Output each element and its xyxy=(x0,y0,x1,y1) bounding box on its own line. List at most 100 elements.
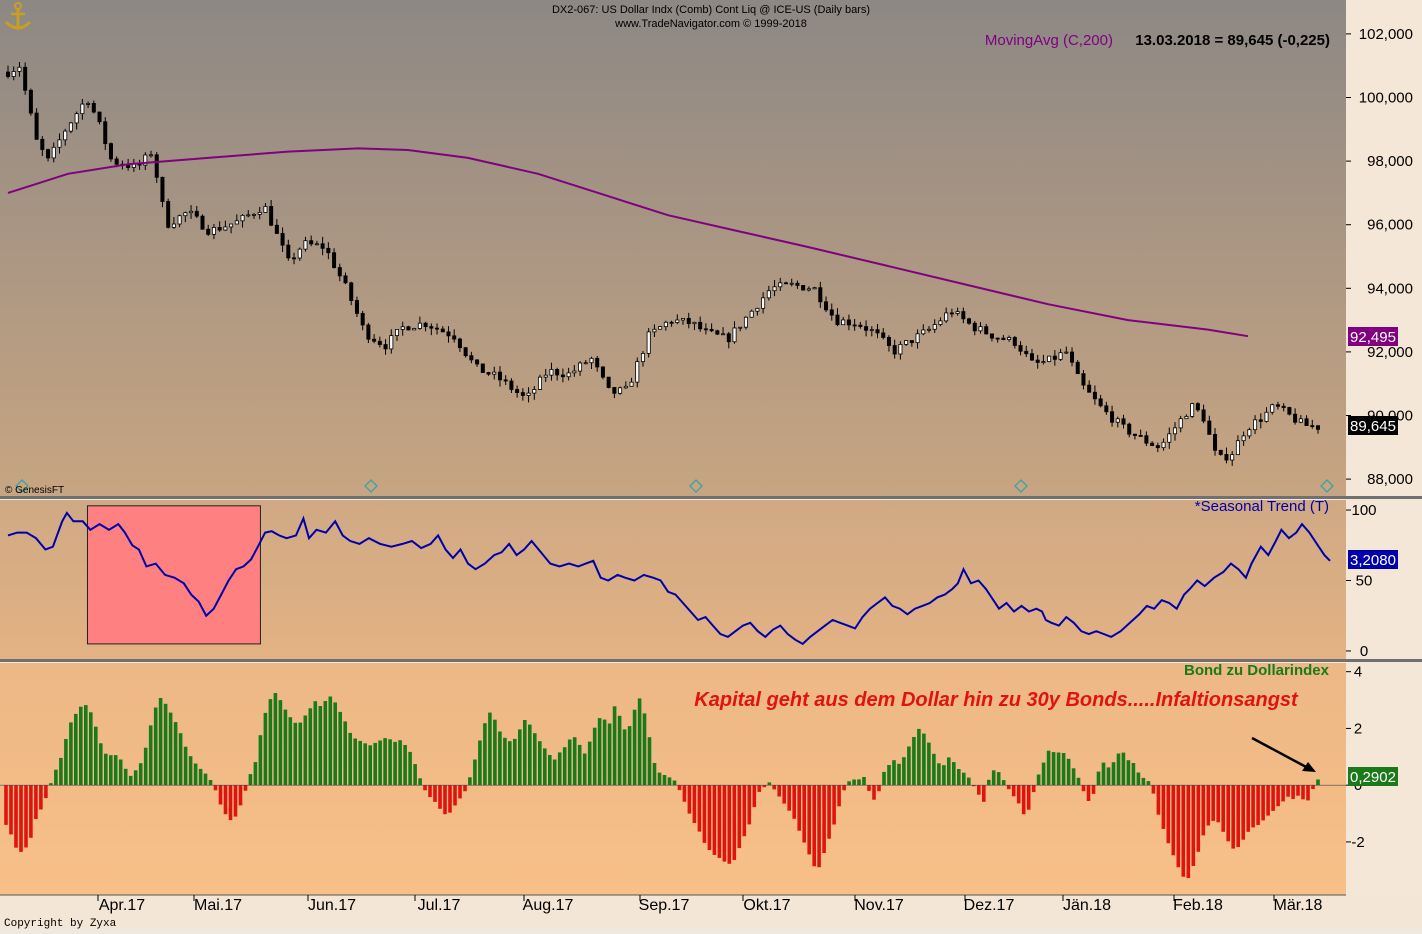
price-bar-body xyxy=(1024,350,1029,355)
price-bar-body xyxy=(806,288,811,291)
bond-bar xyxy=(552,759,557,786)
bond-bar xyxy=(303,715,308,786)
bond-bar xyxy=(1076,777,1081,786)
price-bar-body xyxy=(1064,351,1069,354)
price-bar-body xyxy=(63,130,68,141)
price-bar-body xyxy=(377,340,382,345)
bond-bar xyxy=(832,785,836,825)
bond-bar xyxy=(917,728,921,786)
price-bar-body xyxy=(1150,442,1155,446)
price-bar-body xyxy=(1041,361,1046,364)
price-bar-body xyxy=(1213,434,1218,451)
bond-bar xyxy=(742,785,747,837)
bond-bar xyxy=(473,759,477,786)
bond-bar xyxy=(453,785,457,806)
price-bar-body xyxy=(497,371,502,381)
price-bar-body xyxy=(423,322,428,327)
price-bar-body xyxy=(1001,337,1006,340)
price-bar-body xyxy=(1207,420,1212,435)
bond-bar xyxy=(248,774,253,786)
price-bar-body xyxy=(154,154,159,178)
bond-bar xyxy=(762,785,767,788)
bond-bar xyxy=(368,745,372,786)
price-bar-body xyxy=(1310,425,1315,427)
price-bar-body xyxy=(829,309,834,316)
bond-bar xyxy=(1171,785,1176,856)
price-bar-body xyxy=(1172,427,1177,435)
bond-bar xyxy=(1216,785,1220,823)
bond-bar xyxy=(1131,763,1136,786)
price-bar-body xyxy=(1012,336,1017,346)
month-tick-label: Mai.17 xyxy=(194,897,242,914)
bond-bar xyxy=(872,785,876,800)
bond-bar xyxy=(922,733,926,786)
bond-bar xyxy=(458,785,462,799)
price-bar-body xyxy=(1167,433,1172,443)
anchor-logo-icon xyxy=(4,2,32,30)
price-bar-body xyxy=(686,317,691,325)
price-bar-body xyxy=(738,326,743,329)
price-bar-body xyxy=(206,228,211,235)
bond-bar xyxy=(388,739,392,786)
bond-bar xyxy=(877,785,881,792)
bond-bar xyxy=(273,693,278,786)
price-bar-body xyxy=(234,220,239,225)
bond-bar xyxy=(1296,785,1300,796)
bond-bar xyxy=(1191,785,1196,866)
bond-bar xyxy=(548,755,552,786)
bond-bar xyxy=(1316,779,1320,786)
price-bar-body xyxy=(412,328,417,331)
bond-bar xyxy=(198,768,203,786)
bond-bar xyxy=(622,729,627,786)
price-bar-body xyxy=(658,326,663,330)
r-marker-icons xyxy=(15,479,1334,493)
bond-bar xyxy=(982,785,986,802)
bond-bar xyxy=(1246,785,1250,832)
month-tick-label: Feb.18 xyxy=(1173,897,1223,914)
price-bar-body xyxy=(177,215,182,225)
bond-bar xyxy=(29,785,33,838)
month-tick-label: Jän.18 xyxy=(1063,897,1111,914)
bond-bar xyxy=(1111,762,1116,786)
bond-bar xyxy=(1181,785,1186,877)
price-bar-body xyxy=(435,327,440,330)
bond-bar xyxy=(747,785,752,825)
bond-bar xyxy=(667,777,672,786)
bond-tick-label: 2 xyxy=(1354,720,1362,737)
bond-bar xyxy=(44,785,48,799)
price-bar-body xyxy=(40,138,45,150)
price-bar-body xyxy=(1275,404,1280,407)
header-subtitle: www.TradeNavigator.com © 1999-2018 xyxy=(614,18,807,30)
bond-bar xyxy=(1006,785,1011,790)
bond-bar xyxy=(243,785,248,791)
bond-bar xyxy=(328,696,333,786)
price-bar-body xyxy=(927,328,932,331)
price-bar-body xyxy=(1098,398,1103,407)
price-bar-body xyxy=(349,282,354,301)
price-bar-body xyxy=(652,328,657,333)
price-bar-body xyxy=(1155,445,1160,449)
bond-bar xyxy=(113,755,118,786)
price-bar-body xyxy=(166,201,171,228)
price-bar-body xyxy=(749,310,754,318)
price-bar-body xyxy=(841,319,846,326)
bond-bar xyxy=(632,709,637,786)
bond-bar xyxy=(233,785,238,817)
bond-bar xyxy=(837,785,841,807)
bond-bar xyxy=(652,763,657,786)
seasonal-tick-label: 0 xyxy=(1360,643,1368,660)
bond-bar xyxy=(168,712,173,786)
price-bar-body xyxy=(949,312,954,315)
bond-bar xyxy=(972,785,976,787)
bond-bar xyxy=(64,739,68,786)
price-bar-body xyxy=(475,359,480,365)
bond-bar xyxy=(557,752,562,786)
price-bar-body xyxy=(1121,418,1126,425)
price-bar-body xyxy=(692,321,697,325)
price-panel xyxy=(0,0,1422,498)
bond-bar xyxy=(562,747,567,786)
copyright-genesis: © GenesisFT xyxy=(5,485,64,496)
bond-bar xyxy=(852,779,856,786)
price-bar-body xyxy=(400,326,405,330)
bond-bar xyxy=(348,732,352,786)
